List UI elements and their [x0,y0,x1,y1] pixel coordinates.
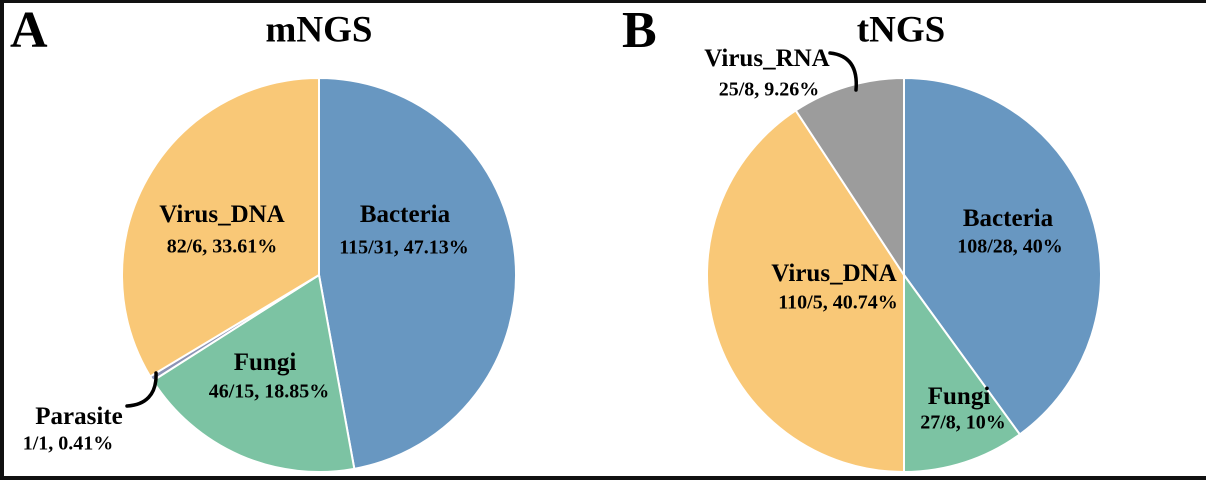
chart-title-mngs: mNGS [265,9,373,51]
slice-label-virus-dna-b: Virus_DNA [771,260,897,287]
slice-value-fungi-a: 46/15, 18.85% [208,380,330,403]
slice-value-virus-dna-a: 82/6, 33.61% [166,235,278,258]
slice-value-bacteria-a: 115/31, 47.13% [339,236,469,259]
pie-chart-mngs [121,77,517,474]
slice-value-parasite-a: 1/1, 0.41% [22,432,114,455]
slice-value-fungi-b: 27/8, 10% [920,411,1006,434]
slice-value-virus-dna-b: 110/5, 40.74% [778,291,898,314]
slice-value-bacteria-b: 108/28, 40% [957,235,1063,258]
panel-label-b: B [622,2,657,59]
pie-chart-tngs [705,77,1102,473]
panel-label-a: A [10,2,48,59]
slice-label-parasite-a: Parasite [35,403,123,430]
pie-slice-fungi [903,274,1021,473]
pie-slice-virus-dna [121,77,320,378]
chart-title-tngs: tNGS [856,9,946,51]
slice-value-virus-rna-b: 25/8, 9.26% [718,78,820,101]
pie-slice-fungi [151,274,356,474]
slice-label-virus-dna-a: Virus_DNA [159,201,285,228]
slice-label-bacteria-b: Bacteria [962,205,1054,232]
pie-slice-bacteria [903,77,1102,436]
slice-label-virus-rna-b: Virus_RNA [704,45,830,72]
slice-label-fungi-b: Fungi [927,383,991,410]
slice-label-fungi-a: Fungi [233,349,297,376]
pie-slice-bacteria [318,77,517,470]
slice-label-bacteria-a: Bacteria [359,201,451,228]
